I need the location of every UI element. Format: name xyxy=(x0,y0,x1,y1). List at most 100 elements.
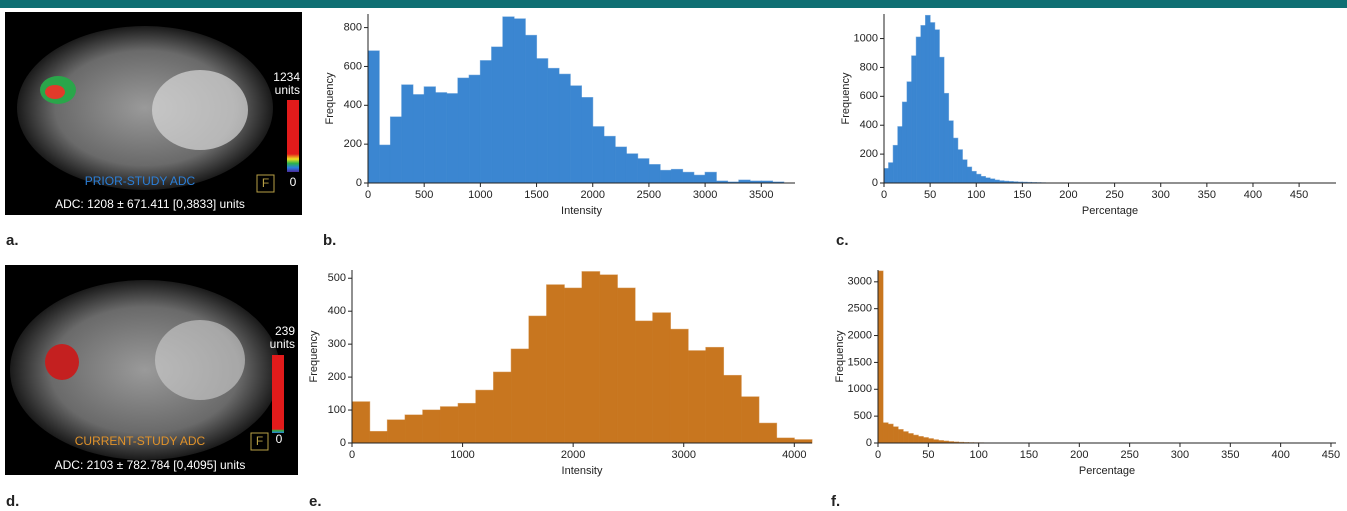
bar xyxy=(514,19,525,183)
bar xyxy=(458,403,476,443)
bar xyxy=(615,147,626,183)
x-axis-label: Percentage xyxy=(1079,465,1135,477)
x-tick-label: 4000 xyxy=(782,449,806,461)
bar xyxy=(570,86,581,183)
bar xyxy=(638,159,649,183)
bar xyxy=(694,175,705,183)
x-axis-label: Intensity xyxy=(562,465,603,477)
bar xyxy=(447,94,458,183)
bar xyxy=(435,93,446,183)
x-tick-label: 50 xyxy=(924,189,936,201)
bar xyxy=(379,145,390,183)
bar xyxy=(402,85,413,183)
bar xyxy=(660,170,671,183)
x-tick-label: 150 xyxy=(1013,189,1031,201)
bar xyxy=(985,178,990,183)
y-tick-label: 1000 xyxy=(848,383,872,395)
bar xyxy=(440,407,458,443)
bar xyxy=(423,410,441,443)
x-tick-label: 450 xyxy=(1290,189,1308,201)
bar xyxy=(413,95,424,183)
colorbar xyxy=(272,355,284,433)
bar xyxy=(688,351,706,443)
x-tick-label: 1000 xyxy=(450,449,474,461)
bar xyxy=(511,349,529,443)
bar xyxy=(953,138,958,183)
bar xyxy=(967,167,972,183)
bar xyxy=(926,15,931,183)
x-tick-label: 150 xyxy=(1020,449,1038,461)
bar xyxy=(458,78,469,183)
y-tick-label: 0 xyxy=(340,437,346,449)
bar xyxy=(604,136,615,183)
x-tick-label: 1000 xyxy=(468,189,492,201)
x-tick-label: 0 xyxy=(875,449,881,461)
x-tick-label: 200 xyxy=(1070,449,1088,461)
bar xyxy=(949,121,954,183)
image-title: CURRENT-STUDY ADC xyxy=(75,434,206,448)
bar xyxy=(958,150,963,183)
bar xyxy=(898,430,903,443)
bar xyxy=(962,160,967,183)
bar xyxy=(912,56,917,183)
bar xyxy=(741,397,759,443)
x-tick-label: 0 xyxy=(349,449,355,461)
bar xyxy=(724,375,742,443)
colorbar-max: 239 xyxy=(275,324,295,338)
bar xyxy=(352,402,370,443)
colorbar-unit: units xyxy=(270,337,295,351)
x-tick-label: 2500 xyxy=(637,189,661,201)
bar xyxy=(387,420,405,443)
bar xyxy=(889,163,894,183)
colorbar-min: 0 xyxy=(290,175,297,189)
image-caption: ADC: 1208 ± 671.411 [0,3833] units xyxy=(55,197,245,211)
bar xyxy=(930,23,935,183)
x-tick-label: 100 xyxy=(967,189,985,201)
bar xyxy=(582,272,600,443)
x-tick-label: 450 xyxy=(1322,449,1340,461)
bar xyxy=(368,51,379,183)
marker: F xyxy=(262,176,269,190)
bar xyxy=(564,288,582,443)
bar xyxy=(405,415,423,443)
colorbar-min: 0 xyxy=(276,432,283,446)
bar xyxy=(670,329,688,443)
y-tick-label: 300 xyxy=(328,338,346,350)
bar xyxy=(626,154,637,183)
y-tick-label: 200 xyxy=(328,371,346,383)
bar xyxy=(480,61,491,183)
bar xyxy=(884,169,889,183)
colorbar xyxy=(287,100,299,172)
bar xyxy=(503,17,514,183)
y-tick-label: 1500 xyxy=(848,356,872,368)
y-tick-label: 0 xyxy=(872,177,878,189)
panel-label: a. xyxy=(6,232,19,249)
y-tick-label: 800 xyxy=(860,61,878,73)
x-tick-label: 3500 xyxy=(749,189,773,201)
x-tick-label: 200 xyxy=(1059,189,1077,201)
y-tick-label: 2500 xyxy=(848,303,872,315)
bar xyxy=(653,313,671,443)
bar xyxy=(777,438,795,443)
x-tick-label: 50 xyxy=(922,449,934,461)
top-bar xyxy=(0,0,1347,8)
bar xyxy=(990,179,995,183)
x-tick-label: 2000 xyxy=(580,189,604,201)
x-tick-label: 2000 xyxy=(561,449,585,461)
bar xyxy=(916,37,921,183)
bar xyxy=(593,127,604,183)
bar xyxy=(944,93,949,183)
y-tick-label: 3000 xyxy=(848,276,872,288)
x-tick-label: 350 xyxy=(1221,449,1239,461)
organ xyxy=(155,320,245,400)
bar xyxy=(898,127,903,183)
x-tick-label: 400 xyxy=(1271,449,1289,461)
bar xyxy=(671,169,682,183)
y-axis-label: Frequency xyxy=(840,72,852,124)
y-tick-label: 2000 xyxy=(848,329,872,341)
x-tick-label: 400 xyxy=(1244,189,1262,201)
bar xyxy=(706,347,724,443)
y-tick-label: 100 xyxy=(328,404,346,416)
x-axis-label: Percentage xyxy=(1082,205,1138,217)
image-caption: ADC: 2103 ± 782.784 [0,4095] units xyxy=(55,458,246,472)
